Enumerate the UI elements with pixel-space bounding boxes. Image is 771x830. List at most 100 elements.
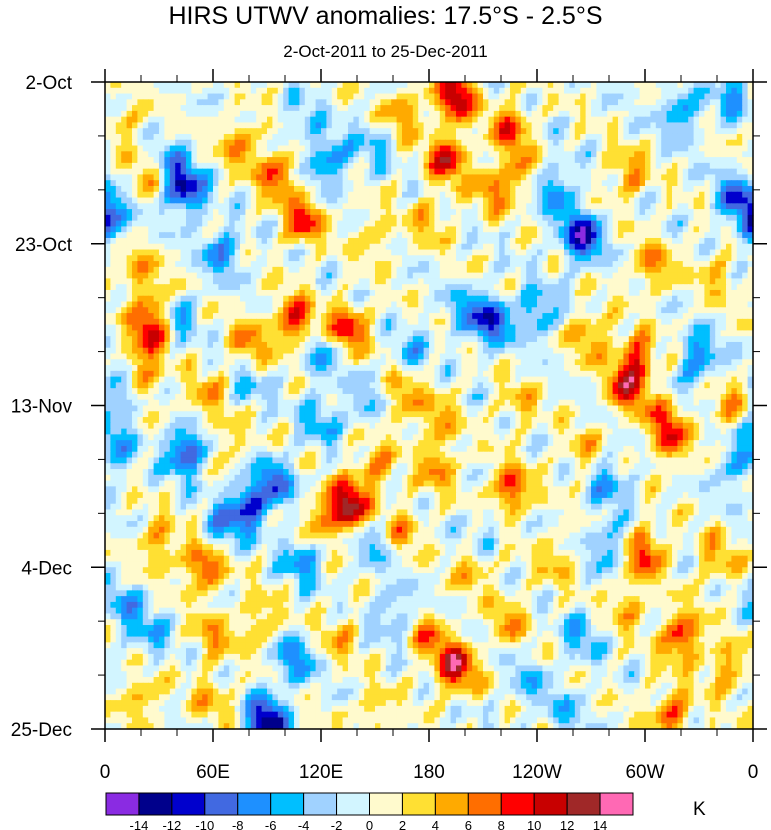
heatmap-cell: [348, 214, 354, 222]
heatmap-cell: [321, 261, 327, 268]
heatmap-cell: [213, 82, 219, 89]
heatmap-cell: [472, 203, 479, 210]
heatmap-cell: [364, 105, 371, 112]
heatmap-cell: [747, 209, 754, 216]
heatmap-cell: [726, 203, 732, 210]
heatmap-cell: [747, 185, 754, 193]
heatmap-cell: [423, 313, 430, 320]
heatmap-cell: [466, 301, 473, 308]
heatmap-cell: [429, 313, 435, 320]
heatmap-cell: [607, 105, 614, 112]
heatmap-cell: [137, 139, 144, 147]
heatmap-cell: [207, 307, 214, 314]
heatmap-cell: [645, 168, 651, 176]
heatmap-cell: [736, 105, 743, 112]
heatmap-cell: [704, 139, 711, 147]
heatmap-cell: [623, 266, 630, 274]
heatmap-cell: [132, 255, 138, 262]
heatmap-cell: [623, 82, 630, 89]
heatmap-cell: [391, 243, 398, 251]
heatmap-cell: [429, 139, 435, 147]
heatmap-cell: [499, 105, 506, 112]
heatmap-cell: [110, 139, 117, 147]
heatmap-cell: [639, 209, 646, 216]
heatmap-cell: [315, 272, 322, 280]
heatmap-cell: [628, 237, 635, 245]
heatmap-cell: [299, 82, 306, 89]
heatmap-cell: [634, 307, 641, 314]
heatmap-cell: [115, 99, 122, 106]
heatmap-cell: [245, 243, 252, 251]
heatmap-cell: [569, 82, 576, 89]
heatmap-cell: [337, 191, 344, 199]
heatmap-cell: [477, 255, 484, 262]
heatmap-cell: [472, 82, 479, 89]
heatmap-cell: [488, 214, 495, 222]
heatmap-cell: [456, 122, 462, 129]
heatmap-cell: [288, 307, 295, 314]
heatmap-cell: [337, 255, 344, 262]
heatmap-cell: [272, 318, 279, 326]
heatmap-cell: [407, 261, 414, 268]
heatmap-cell: [391, 174, 398, 181]
heatmap-cell: [531, 151, 538, 158]
heatmap-cell: [234, 133, 241, 141]
heatmap-cell: [342, 209, 349, 216]
heatmap-cell: [137, 272, 144, 280]
heatmap-cell: [504, 214, 511, 222]
heatmap-cell: [304, 318, 311, 326]
heatmap-cell: [461, 145, 468, 152]
heatmap-cell: [353, 133, 360, 141]
heatmap-cell: [591, 87, 597, 95]
heatmap-cell: [564, 209, 570, 216]
heatmap-cell: [510, 145, 516, 152]
heatmap-cell: [591, 82, 597, 89]
heatmap-cell: [547, 226, 554, 233]
heatmap-cell: [569, 272, 576, 280]
heatmap-cell: [456, 145, 462, 152]
heatmap-cell: [553, 197, 560, 204]
heatmap-cell: [218, 180, 225, 187]
heatmap-cell: [666, 87, 673, 95]
heatmap-cell: [504, 249, 511, 256]
heatmap-cell: [580, 116, 587, 124]
heatmap-cell: [429, 145, 435, 152]
heatmap-cell: [628, 168, 635, 176]
heatmap-cell: [110, 261, 117, 268]
heatmap-cell: [526, 313, 533, 320]
heatmap-cell: [294, 214, 300, 222]
heatmap-cell: [196, 232, 203, 239]
heatmap-cell: [402, 301, 408, 308]
heatmap-cell: [364, 162, 371, 170]
heatmap-cell: [493, 214, 500, 222]
heatmap-cell: [715, 255, 722, 262]
heatmap-cell: [277, 82, 284, 89]
heatmap-cell: [488, 105, 495, 112]
heatmap-cell: [569, 174, 576, 181]
heatmap-cell: [331, 197, 338, 204]
heatmap-cell: [510, 209, 516, 216]
heatmap-cell: [569, 278, 576, 285]
heatmap-cell: [299, 110, 306, 118]
heatmap-cell: [283, 185, 290, 193]
heatmap-cell: [391, 105, 398, 112]
heatmap-cell: [385, 272, 392, 280]
heatmap-cell: [618, 128, 624, 135]
heatmap-cell: [439, 261, 446, 268]
heatmap-cell: [504, 180, 511, 187]
heatmap-cell: [380, 105, 387, 112]
heatmap-cell: [672, 145, 678, 152]
heatmap-cell: [180, 180, 187, 187]
heatmap-cell: [304, 162, 311, 170]
heatmap-cell: [601, 174, 608, 181]
heatmap-cell: [542, 168, 549, 176]
heatmap-cell: [245, 226, 252, 233]
heatmap-cell: [472, 180, 479, 187]
heatmap-cell: [240, 168, 246, 176]
heatmap-cell: [628, 197, 635, 204]
heatmap-cell: [699, 191, 705, 199]
heatmap-cell: [402, 99, 408, 106]
heatmap-cell: [726, 139, 732, 147]
heatmap-cell: [412, 116, 419, 124]
heatmap-cell: [310, 162, 317, 170]
